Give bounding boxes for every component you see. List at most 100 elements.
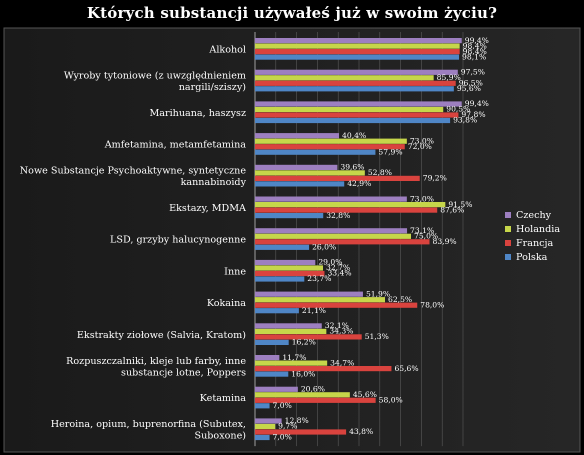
legend-swatch bbox=[505, 240, 511, 246]
data-label: 83,9% bbox=[433, 237, 457, 246]
bar bbox=[255, 69, 458, 75]
data-label: 7,0% bbox=[273, 401, 292, 410]
bar bbox=[255, 386, 298, 392]
bar bbox=[255, 328, 327, 334]
data-label: 34,3% bbox=[329, 327, 353, 336]
bar bbox=[255, 397, 376, 403]
category-label: Wyroby tytoniowe (z uwzględnieniem bbox=[64, 70, 246, 81]
category-label: Suboxone) bbox=[195, 431, 246, 442]
bar bbox=[255, 54, 460, 60]
data-label: 26,0% bbox=[312, 243, 336, 252]
category-label: substancje lotne, Poppers bbox=[121, 367, 246, 378]
bar bbox=[255, 392, 350, 398]
data-labels: 99,4%98,4%98,4%98,1%97,5%85,9%96,5%95,6%… bbox=[273, 36, 489, 442]
bar bbox=[255, 418, 282, 424]
bar bbox=[255, 112, 459, 118]
data-label: 51,3% bbox=[365, 332, 389, 341]
bar bbox=[255, 181, 345, 187]
data-label: 16,0% bbox=[291, 369, 315, 378]
data-label: 32,8% bbox=[326, 211, 350, 220]
data-label: 33,4% bbox=[327, 269, 351, 278]
data-label: 75,0% bbox=[414, 232, 438, 241]
bar bbox=[255, 244, 310, 250]
gridlines bbox=[254, 32, 464, 447]
bar bbox=[255, 233, 411, 239]
bar bbox=[255, 80, 456, 86]
data-label: 73,0% bbox=[410, 136, 434, 145]
data-label: 32,1% bbox=[325, 321, 349, 330]
bar bbox=[255, 371, 289, 377]
data-label: 65,6% bbox=[394, 364, 418, 373]
bar bbox=[255, 49, 460, 55]
bar bbox=[255, 323, 322, 329]
data-label: 16,2% bbox=[292, 338, 316, 347]
bars bbox=[255, 38, 462, 441]
data-label: 52,8% bbox=[368, 168, 392, 177]
bar bbox=[255, 117, 451, 124]
data-label: 62,5% bbox=[388, 295, 412, 304]
data-label: 20,6% bbox=[301, 385, 325, 394]
data-label: 93,8% bbox=[453, 116, 477, 125]
category-label: Ekstazy, MDMA bbox=[169, 203, 247, 214]
category-label: Rozpuszczalniki, kleje lub farby, inne bbox=[66, 356, 246, 367]
data-label: 58,0% bbox=[379, 396, 403, 405]
bar bbox=[255, 403, 270, 409]
data-label: 98,4% bbox=[463, 41, 487, 50]
bar bbox=[255, 164, 338, 170]
bar bbox=[255, 366, 392, 372]
legend-label: Holandia bbox=[516, 224, 560, 235]
category-label: Inne bbox=[224, 266, 246, 277]
bar bbox=[255, 360, 328, 366]
data-label: 73,0% bbox=[410, 194, 434, 203]
category-label: LSD, grzyby halucynogenne bbox=[110, 235, 246, 246]
bar bbox=[255, 202, 446, 208]
data-label: 12,8% bbox=[285, 416, 309, 425]
data-label: 85,9% bbox=[437, 73, 461, 82]
bar bbox=[255, 43, 460, 49]
bar bbox=[255, 196, 407, 202]
data-label: 9,7% bbox=[278, 422, 297, 431]
data-label: 90,5% bbox=[446, 105, 470, 114]
category-label: Ketamina bbox=[200, 393, 247, 404]
data-label: 32,7% bbox=[326, 263, 350, 272]
data-label: 11,7% bbox=[282, 353, 306, 362]
bar bbox=[255, 423, 276, 430]
data-label: 42,9% bbox=[347, 179, 371, 188]
data-label: 39,6% bbox=[340, 163, 364, 172]
bar bbox=[255, 101, 462, 107]
bar bbox=[255, 228, 408, 234]
category-label: nargili/sziszy) bbox=[179, 82, 246, 93]
bar bbox=[255, 239, 430, 245]
bar bbox=[255, 429, 347, 435]
bar bbox=[255, 170, 365, 176]
bar bbox=[255, 149, 376, 155]
bar bbox=[255, 291, 363, 297]
category-label: Amfetamina, metamfetamina bbox=[104, 140, 247, 151]
category-label: Nowe Substancje Psychoaktywne, syntetycz… bbox=[20, 166, 247, 177]
legend-label: Polska bbox=[516, 252, 548, 263]
category-label: Heroina, opium, buprenorfina (Subutex, bbox=[51, 419, 246, 430]
data-label: 79,2% bbox=[423, 174, 447, 183]
legend-swatch bbox=[505, 212, 511, 218]
data-label: 72,0% bbox=[408, 142, 432, 151]
data-label: 98,4% bbox=[463, 47, 487, 56]
category-label: Ekstrakty ziołowe (Salvia, Kratom) bbox=[77, 330, 246, 341]
data-label: 98,1% bbox=[462, 52, 486, 61]
bar bbox=[255, 38, 462, 44]
data-label: 57,9% bbox=[378, 147, 402, 156]
category-labels: Alkohol Wyroby tytoniowe (z uwzględnienie… bbox=[20, 45, 247, 442]
data-label: 45,6% bbox=[353, 390, 377, 399]
bar bbox=[255, 207, 438, 213]
category-label: Alkohol bbox=[208, 45, 246, 56]
data-label: 29,0% bbox=[318, 258, 342, 267]
data-label: 21,1% bbox=[302, 306, 326, 315]
bar bbox=[255, 434, 270, 441]
data-label: 99,4% bbox=[465, 99, 489, 108]
bar bbox=[255, 106, 444, 113]
data-label: 99,4% bbox=[465, 36, 489, 45]
bar bbox=[255, 175, 420, 181]
data-label: 7,0% bbox=[273, 433, 292, 442]
bar bbox=[255, 86, 454, 92]
bar bbox=[255, 144, 405, 150]
legend-label: Czechy bbox=[516, 210, 552, 221]
